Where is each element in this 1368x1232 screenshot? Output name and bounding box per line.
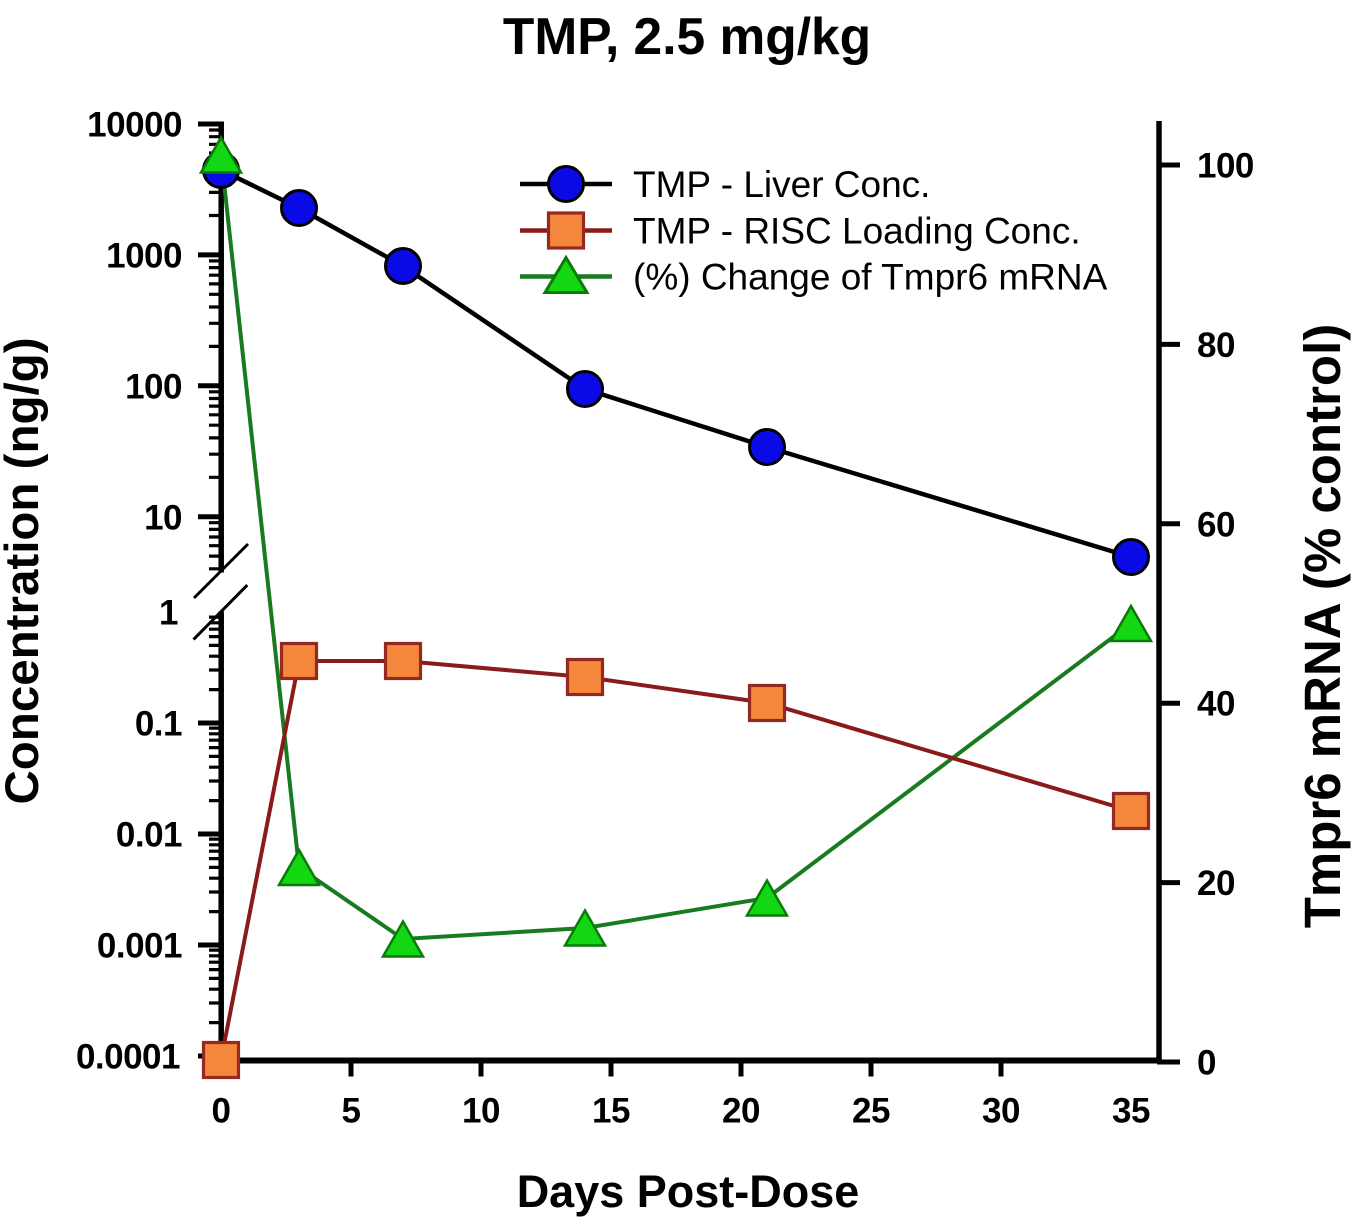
svg-text:10: 10 [144,499,182,538]
svg-text:10: 10 [462,1092,500,1131]
svg-text:10000: 10000 [87,106,182,145]
svg-text:15: 15 [592,1092,630,1131]
svg-text:0: 0 [1197,1044,1216,1083]
svg-text:30: 30 [982,1092,1020,1131]
svg-text:0.01: 0.01 [116,816,182,855]
svg-text:Concentration (ng/g): Concentration (ng/g) [0,337,49,804]
svg-text:20: 20 [1197,864,1235,903]
svg-text:60: 60 [1197,505,1235,544]
svg-text:25: 25 [852,1092,890,1131]
svg-text:100: 100 [125,368,182,407]
svg-text:TMP, 2.5 mg/kg: TMP, 2.5 mg/kg [503,7,871,65]
svg-text:0.1: 0.1 [135,705,182,744]
svg-text:5: 5 [342,1092,361,1131]
svg-text:0: 0 [212,1092,231,1131]
svg-text:TMP - Liver Conc.: TMP - Liver Conc. [633,164,930,205]
svg-text:100: 100 [1197,147,1254,186]
svg-text:TMP - RISC Loading Conc.: TMP - RISC Loading Conc. [633,211,1081,252]
svg-text:20: 20 [722,1092,760,1131]
svg-text:80: 80 [1197,326,1235,365]
svg-text:(%) Change of Tmpr6 mRNA: (%) Change of Tmpr6 mRNA [633,257,1108,298]
svg-text:0.0001: 0.0001 [76,1038,180,1077]
svg-text:1000: 1000 [106,237,182,276]
svg-text:35: 35 [1112,1092,1150,1131]
svg-text:0.001: 0.001 [97,927,182,966]
svg-text:Tmpr6 mRNA (% control): Tmpr6 mRNA (% control) [1294,324,1351,928]
svg-text:Days Post-Dose: Days Post-Dose [517,1166,860,1217]
svg-text:1: 1 [159,594,178,633]
svg-text:40: 40 [1197,685,1235,724]
